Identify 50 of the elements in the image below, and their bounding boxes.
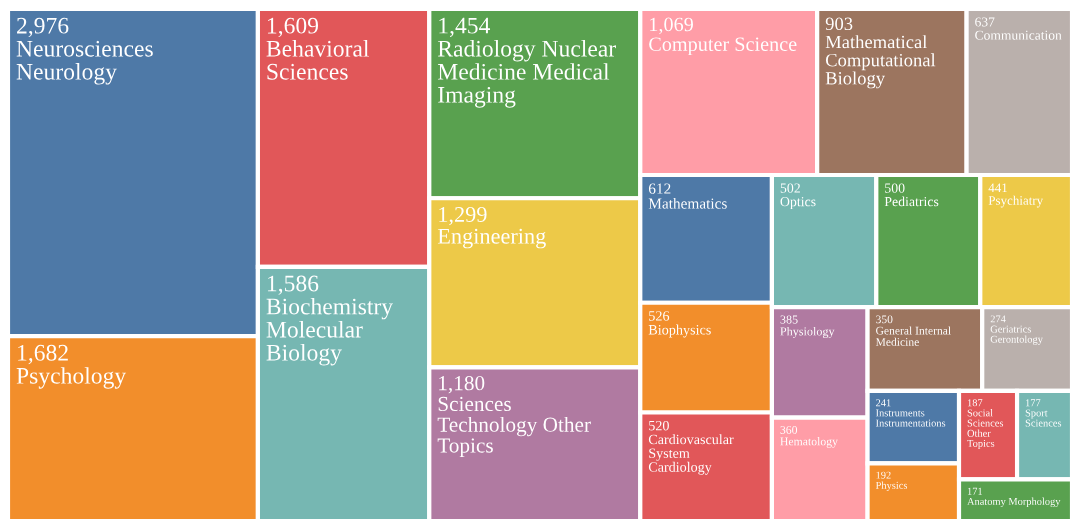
data-label: 171 [967, 487, 983, 495]
category-label: Biochemistry Molecular Biology [266, 297, 394, 366]
category-label: Pediatrics [884, 196, 939, 207]
data-label: 1,454 [439, 17, 491, 37]
data-label: 520 [649, 420, 669, 431]
category-label: Psychiatry [988, 195, 1044, 208]
data-label: 526 [649, 311, 670, 321]
data-label: 1,069 [650, 17, 693, 35]
data-label: 1,180 [439, 376, 485, 394]
category-label: Geriatrics Gerontology [990, 325, 1043, 345]
data-label: 441 [988, 183, 1007, 193]
category-label: Engineering [437, 228, 546, 249]
data-label: 385 [780, 315, 798, 324]
category-label: Physiology [780, 326, 835, 338]
category-label: Behavioral Sciences [266, 40, 370, 80]
category-label: Computer Science [649, 37, 797, 56]
category-label: Biophysics [648, 324, 711, 338]
category-label: Instruments Instrumentations [875, 409, 946, 427]
category-label: Communication [975, 30, 1062, 40]
data-label: 1,609 [267, 17, 319, 38]
data-label: 500 [885, 183, 905, 193]
category-label: Sport Sciences [1025, 409, 1062, 427]
category-label: Sciences Technology Other Topics [437, 396, 591, 457]
data-label: 177 [1025, 399, 1041, 407]
category-label: Physics [875, 481, 908, 491]
category-label: Cardiovascular System Cardiology [648, 434, 734, 475]
data-label: 350 [876, 315, 893, 324]
data-label: 612 [648, 183, 671, 194]
data-label: 637 [975, 17, 995, 27]
data-label: 1,682 [18, 344, 68, 365]
data-label: 502 [780, 183, 800, 193]
category-label: Mathematical Computational Biology [825, 35, 936, 89]
data-label: 1,299 [439, 206, 487, 226]
category-label: Optics [780, 196, 816, 210]
category-label: Neurosciences Neurology [16, 40, 153, 85]
category-label: Hematology [780, 437, 838, 448]
data-label: 241 [876, 399, 891, 407]
data-label: 903 [825, 17, 853, 31]
data-label: 1,586 [267, 275, 319, 295]
data-label: 192 [876, 471, 891, 479]
category-label: Mathematics [648, 197, 727, 209]
category-label: Psychology [16, 367, 127, 389]
category-label: Social Sciences Other Topics [967, 409, 1004, 450]
category-label: Anatomy Morphology [967, 497, 1061, 508]
data-label: 187 [967, 399, 983, 407]
category-label: General Internal Medicine [875, 326, 951, 346]
data-label: 360 [780, 425, 798, 434]
data-label: 2,976 [17, 17, 69, 38]
data-label: 274 [990, 315, 1006, 323]
category-label: Radiology Nuclear Medicine Medical Imaging [437, 40, 616, 108]
